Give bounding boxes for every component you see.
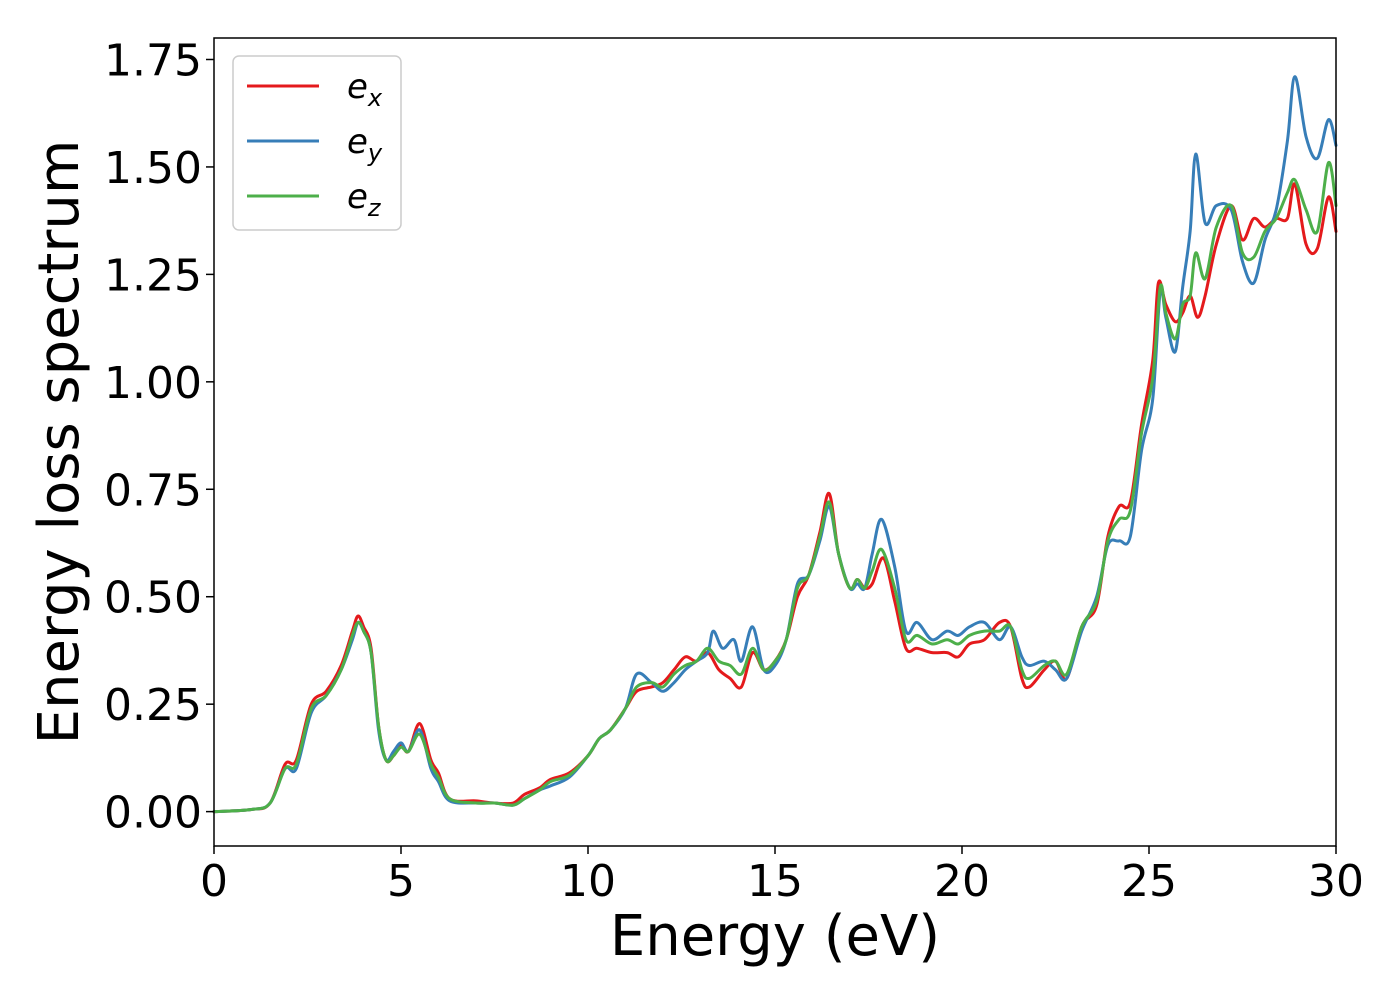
legend-box <box>232 55 402 231</box>
y-tick-label: 0.50 <box>104 573 202 624</box>
y-tick-label: 1.00 <box>104 358 202 409</box>
series-line-x <box>212 182 1338 814</box>
x-tick-label: 5 <box>387 856 415 907</box>
legend-subscript-z: z <box>367 194 382 222</box>
y-tick-label: 0.25 <box>104 680 202 731</box>
x-tick-label: 10 <box>560 856 616 907</box>
x-tick-label: 20 <box>934 856 990 907</box>
y-axis-ticks: 0.00 0.25 0.50 0.75 1.00 1.25 1.50 1.75 <box>104 35 214 839</box>
x-tick-label: 25 <box>1121 856 1177 907</box>
y-tick-label: 1.75 <box>104 35 202 86</box>
series-line-z <box>212 161 1338 814</box>
legend-subscript-y: y <box>367 139 383 167</box>
y-tick-label: 1.25 <box>104 250 202 301</box>
x-tick-label: 30 <box>1308 856 1364 907</box>
x-axis-ticks: 0 5 10 15 20 25 30 <box>200 846 1364 907</box>
y-tick-label: 0.75 <box>104 465 202 516</box>
x-axis-label: Energy (eV) <box>610 904 940 969</box>
series-layer <box>212 75 1338 814</box>
x-tick-label: 15 <box>747 856 803 907</box>
legend-subscript-x: x <box>367 84 383 112</box>
y-tick-label: 1.50 <box>104 143 202 194</box>
x-tick-label: 0 <box>200 856 228 907</box>
y-axis-label: Energy loss spectrum <box>27 140 92 745</box>
y-tick-label: 0.00 <box>104 788 202 839</box>
